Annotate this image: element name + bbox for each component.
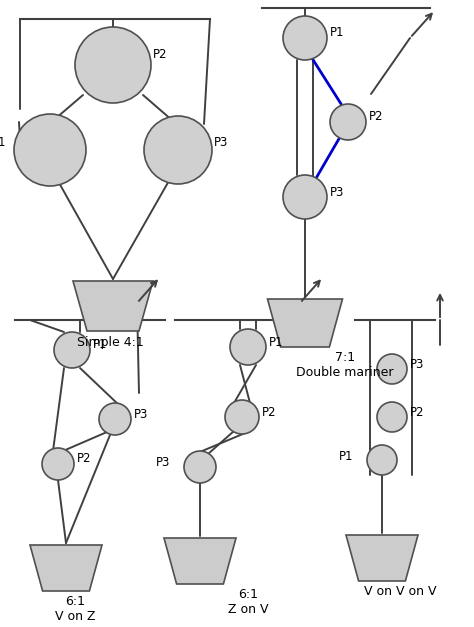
Circle shape (75, 27, 151, 103)
Text: P1: P1 (339, 450, 354, 463)
Text: P2: P2 (262, 406, 276, 418)
Text: P2: P2 (153, 48, 167, 61)
Polygon shape (164, 538, 236, 584)
Text: P2: P2 (77, 453, 91, 465)
Circle shape (283, 16, 327, 60)
Circle shape (230, 329, 266, 365)
Text: P1: P1 (330, 26, 345, 40)
Circle shape (367, 445, 397, 475)
Text: P3: P3 (156, 455, 170, 468)
Text: 6:1
Z on V: 6:1 Z on V (228, 588, 268, 616)
Text: 7:1
Double mariner: 7:1 Double mariner (296, 351, 394, 379)
Text: V on V on V: V on V on V (364, 585, 436, 598)
Circle shape (54, 332, 90, 368)
Text: P3: P3 (134, 408, 148, 421)
Polygon shape (73, 281, 153, 331)
Text: P1: P1 (93, 339, 108, 352)
Polygon shape (30, 545, 102, 591)
Text: P3: P3 (410, 359, 424, 372)
Text: P3: P3 (214, 135, 228, 149)
Polygon shape (346, 535, 418, 581)
Text: P1: P1 (269, 335, 283, 349)
Text: P1: P1 (0, 135, 7, 149)
Circle shape (99, 403, 131, 435)
Circle shape (283, 175, 327, 219)
Circle shape (377, 402, 407, 432)
Circle shape (330, 104, 366, 140)
Circle shape (377, 354, 407, 384)
Text: P2: P2 (410, 406, 425, 419)
Text: P3: P3 (330, 186, 345, 199)
Circle shape (42, 448, 74, 480)
Text: P2: P2 (369, 110, 383, 124)
Circle shape (184, 451, 216, 483)
Text: Simple 4:1: Simple 4:1 (77, 336, 143, 349)
Circle shape (14, 114, 86, 186)
Text: 6:1
V on Z: 6:1 V on Z (55, 595, 95, 623)
Circle shape (225, 400, 259, 434)
Circle shape (144, 116, 212, 184)
Polygon shape (267, 299, 343, 347)
